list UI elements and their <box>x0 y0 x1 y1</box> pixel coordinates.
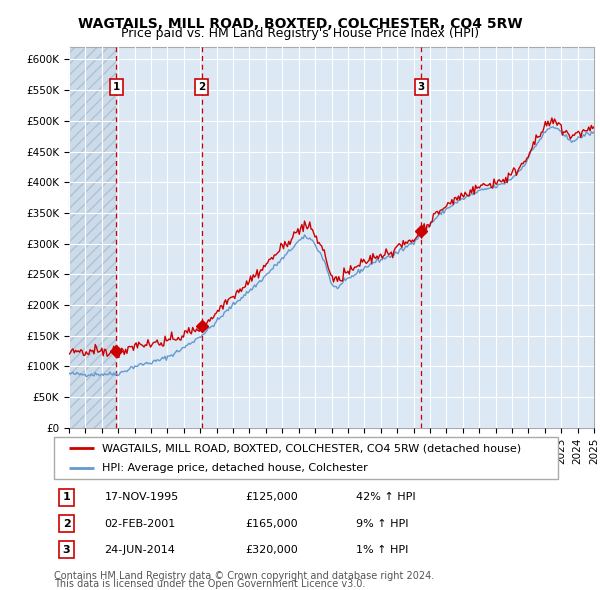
Text: £165,000: £165,000 <box>245 519 298 529</box>
Text: 2: 2 <box>63 519 70 529</box>
Bar <box>69 47 116 428</box>
Text: 02-FEB-2001: 02-FEB-2001 <box>104 519 176 529</box>
Text: 3: 3 <box>63 545 70 555</box>
Text: WAGTAILS, MILL ROAD, BOXTED, COLCHESTER, CO4 5RW: WAGTAILS, MILL ROAD, BOXTED, COLCHESTER,… <box>77 17 523 31</box>
Text: 2: 2 <box>198 82 205 92</box>
Text: 1% ↑ HPI: 1% ↑ HPI <box>356 545 409 555</box>
Text: Price paid vs. HM Land Registry's House Price Index (HPI): Price paid vs. HM Land Registry's House … <box>121 27 479 40</box>
Text: WAGTAILS, MILL ROAD, BOXTED, COLCHESTER, CO4 5RW (detached house): WAGTAILS, MILL ROAD, BOXTED, COLCHESTER,… <box>102 443 521 453</box>
Text: £320,000: £320,000 <box>245 545 298 555</box>
Text: 17-NOV-1995: 17-NOV-1995 <box>104 492 179 502</box>
Text: 24-JUN-2014: 24-JUN-2014 <box>104 545 175 555</box>
Text: 1: 1 <box>113 82 120 92</box>
Text: HPI: Average price, detached house, Colchester: HPI: Average price, detached house, Colc… <box>102 463 368 473</box>
Text: 42% ↑ HPI: 42% ↑ HPI <box>356 492 416 502</box>
Text: This data is licensed under the Open Government Licence v3.0.: This data is licensed under the Open Gov… <box>54 579 365 589</box>
FancyBboxPatch shape <box>54 437 558 479</box>
Text: 1: 1 <box>63 492 70 502</box>
Text: Contains HM Land Registry data © Crown copyright and database right 2024.: Contains HM Land Registry data © Crown c… <box>54 571 434 581</box>
Text: 9% ↑ HPI: 9% ↑ HPI <box>356 519 409 529</box>
Text: £125,000: £125,000 <box>245 492 298 502</box>
Text: 3: 3 <box>418 82 425 92</box>
